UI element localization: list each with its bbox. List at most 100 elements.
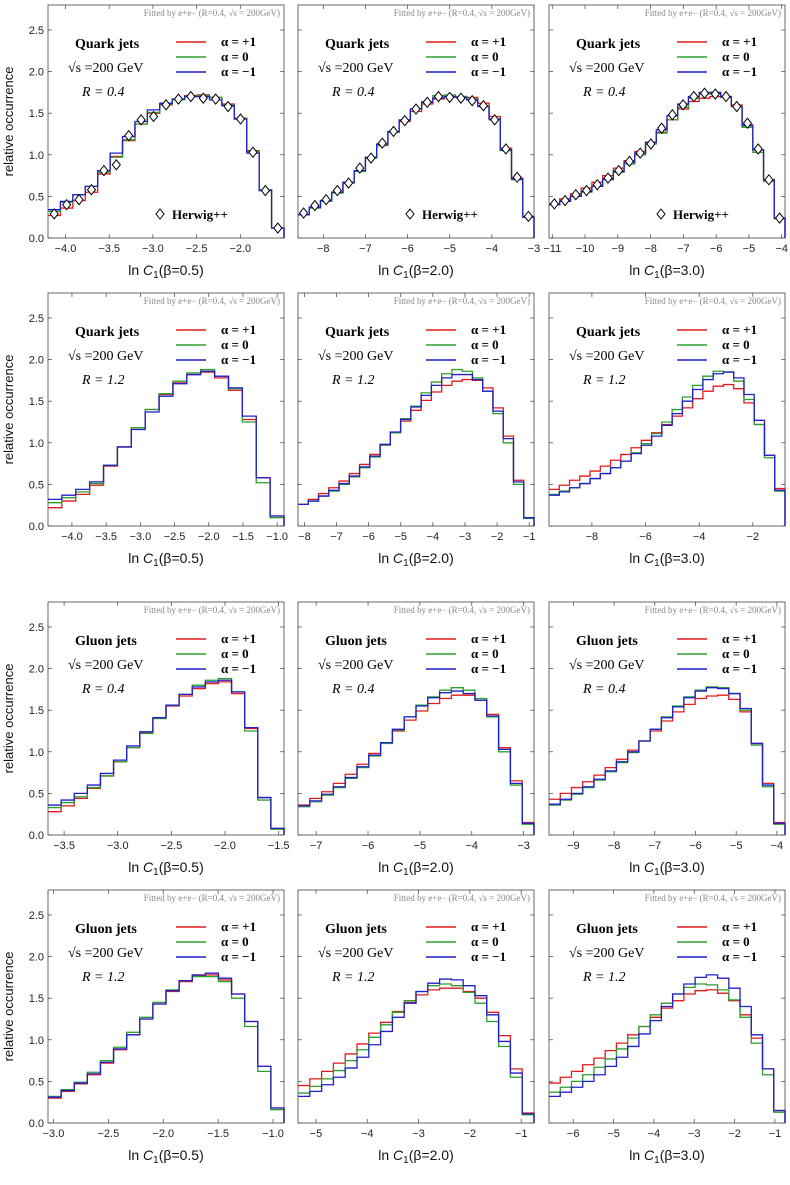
y-axis-label: relative occurrence bbox=[1, 67, 16, 177]
x-axis-label: ln C1(β=3.0) bbox=[629, 859, 705, 878]
herwig-point bbox=[523, 210, 534, 223]
radius-label: R = 1.2 bbox=[582, 373, 626, 388]
herwig-point bbox=[99, 164, 109, 177]
x-tick-label: −6 bbox=[401, 243, 414, 255]
legend-label: α = 0 bbox=[221, 49, 249, 64]
jet-type-label: Gluon jets bbox=[576, 922, 638, 937]
x-tick-label: −6 bbox=[362, 840, 375, 852]
jet-type-label: Quark jets bbox=[576, 325, 641, 340]
legend-label: α = +1 bbox=[722, 919, 757, 934]
jet-type-label: Gluon jets bbox=[576, 634, 638, 649]
x-tick-label: −4 bbox=[771, 840, 784, 852]
x-tick-label: −2.0 bbox=[214, 840, 236, 852]
x-axis-label: ln C1(β=0.5) bbox=[128, 859, 204, 878]
fit-note: Fitted by e+e− (R=0.4, √s = 200GeV) bbox=[394, 8, 530, 18]
x-tick-label: −1.0 bbox=[262, 1128, 284, 1140]
herwig-point bbox=[501, 143, 511, 155]
chart-panel-1: 0.0 0.5 1.0 1.5 2.0 2.5 −4.0 −3.5 −3.0 −2.5 −2.0 ln… bbox=[29, 4, 285, 281]
energy-label: √s =200 GeV bbox=[569, 946, 644, 961]
jet-type-label: Quark jets bbox=[75, 37, 140, 52]
series-alpha-minus1 bbox=[298, 95, 535, 238]
legend-label: α = +1 bbox=[722, 34, 757, 49]
herwig-point bbox=[422, 96, 432, 109]
herwig-point bbox=[560, 194, 570, 207]
y-tick-label: 1.0 bbox=[29, 747, 44, 759]
chart-panel-5: −8 −7 −6 −5 −4 −3 −2 −1 ln C1(β=2.0) Fitted by e+… bbox=[297, 292, 535, 569]
radius-label: R = 1.2 bbox=[81, 373, 125, 388]
herwig-point bbox=[298, 207, 309, 219]
x-axis-label: ln C1(β=2.0) bbox=[378, 262, 454, 281]
y-tick-label: 1.0 bbox=[29, 438, 44, 450]
radius-label: R = 0.4 bbox=[582, 85, 626, 100]
energy-label: √s =200 GeV bbox=[68, 658, 143, 673]
y-tick-label: 0.5 bbox=[29, 479, 44, 491]
herwig-point bbox=[198, 92, 208, 105]
x-tick-label: −7 bbox=[677, 243, 690, 255]
radius-label: R = 1.2 bbox=[331, 970, 375, 985]
legend-label: α = +1 bbox=[471, 34, 506, 49]
radius-label: R = 1.2 bbox=[331, 373, 375, 388]
jet-type-label: Quark jets bbox=[325, 325, 390, 340]
series-alpha-minus1 bbox=[48, 679, 285, 835]
fit-note: Fitted by e+e− (R=0.4, √s = 200GeV) bbox=[645, 605, 781, 615]
x-tick-label: −1.5 bbox=[268, 840, 290, 852]
x-tick-label: −4.0 bbox=[55, 243, 77, 255]
herwig-point bbox=[377, 137, 387, 149]
x-tick-label: −5 bbox=[730, 840, 743, 852]
y-tick-label: 2.0 bbox=[29, 952, 44, 964]
herwig-point bbox=[161, 99, 171, 111]
legend-label: α = 0 bbox=[722, 337, 750, 352]
y-tick-label: 0.0 bbox=[29, 521, 44, 533]
x-tick-label: −3 bbox=[688, 1128, 701, 1140]
legend-label: α = −1 bbox=[471, 661, 506, 676]
herwig-point bbox=[343, 177, 354, 189]
legend-label: α = +1 bbox=[221, 631, 256, 646]
herwig-point bbox=[173, 93, 184, 105]
fit-note: Fitted by e+e− (R=0.4, √s = 200GeV) bbox=[645, 296, 781, 306]
legend-label: α = −1 bbox=[722, 352, 757, 367]
legend-label: α = −1 bbox=[221, 949, 256, 964]
plot-frame bbox=[47, 4, 285, 239]
chart-panel-4: 0.0 0.5 1.0 1.5 2.0 2.5 −4.0 −3.5 −3.0 −2.5 −2.0 −1… bbox=[29, 292, 288, 569]
herwig-point bbox=[603, 172, 613, 184]
fit-note: Fitted by e+e− (R=0.4, √s = 200GeV) bbox=[144, 893, 280, 903]
legend-label: α = −1 bbox=[221, 352, 256, 367]
herwig-legend-marker bbox=[405, 208, 415, 220]
x-tick-label: −5 bbox=[607, 1128, 620, 1140]
herwig-point bbox=[61, 198, 72, 211]
legend-label: α = 0 bbox=[221, 934, 249, 949]
y-tick-label: 2.0 bbox=[29, 355, 44, 367]
herwig-point bbox=[667, 109, 678, 121]
herwig-legend-label: Herwig++ bbox=[673, 207, 729, 222]
x-tick-label: −10 bbox=[576, 243, 595, 255]
x-tick-label: −3 bbox=[517, 840, 530, 852]
x-tick-label: −3.0 bbox=[43, 1128, 65, 1140]
herwig-point bbox=[366, 152, 376, 164]
energy-label: √s =200 GeV bbox=[318, 349, 393, 364]
y-axis-label: relative occurrence bbox=[1, 952, 16, 1062]
energy-label: √s =200 GeV bbox=[318, 658, 393, 673]
fit-note: Fitted by e+e− (R=0.4, √s = 200GeV) bbox=[394, 296, 530, 306]
herwig-point bbox=[86, 183, 97, 196]
legend-label: α = 0 bbox=[471, 934, 499, 949]
legend-label: α = 0 bbox=[221, 337, 249, 352]
y-tick-label: 1.5 bbox=[29, 705, 44, 717]
x-tick-label: −4 bbox=[427, 531, 440, 543]
y-axis-label: relative occurrence bbox=[1, 355, 16, 465]
plot-frame bbox=[548, 601, 786, 836]
y-tick-label: 1.0 bbox=[29, 150, 44, 162]
y-tick-label: 0.0 bbox=[29, 233, 44, 245]
legend-label: α = −1 bbox=[471, 949, 506, 964]
fit-note: Fitted by e+e− (R=0.4, √s = 200GeV) bbox=[394, 893, 530, 903]
series-alpha-minus1 bbox=[298, 978, 535, 1123]
legend-label: α = 0 bbox=[471, 646, 499, 661]
legend-label: α = +1 bbox=[471, 631, 506, 646]
herwig-point bbox=[310, 199, 320, 212]
series-alpha-minus1 bbox=[549, 91, 786, 238]
herwig-legend-marker bbox=[656, 208, 666, 220]
series-alpha-minus1 bbox=[48, 370, 285, 526]
legend-label: α = −1 bbox=[221, 64, 256, 79]
energy-label: √s =200 GeV bbox=[318, 61, 393, 76]
x-tick-label: −1.0 bbox=[266, 531, 288, 543]
